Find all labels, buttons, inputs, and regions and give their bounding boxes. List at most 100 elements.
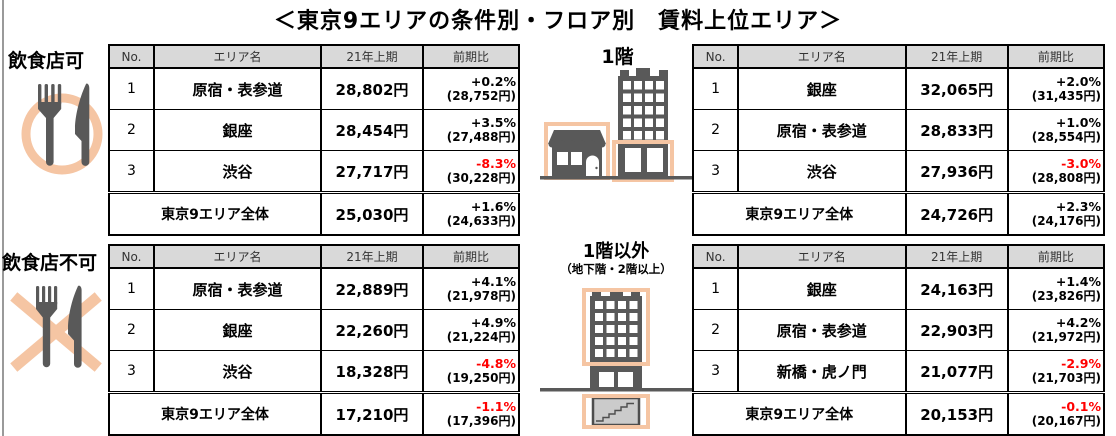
fork-knife-crossed-icon	[8, 282, 104, 382]
table-row: 3 渋谷 27,936円 -3.0% (28,808円)	[691, 150, 1106, 193]
change-cell: +1.0% (28,554円)	[1006, 109, 1106, 151]
change-pct: -1.1%	[476, 398, 516, 414]
price-cell: 20,153円	[904, 391, 1009, 436]
change-prev: (21,224円)	[446, 330, 516, 345]
change-prev: (24,176円)	[1031, 214, 1101, 229]
change-pct: +0.2%	[470, 73, 516, 89]
change-cell: +1.6% (24,633円)	[422, 191, 520, 236]
col-header-price: 21年上期	[320, 44, 424, 69]
area-cell: 渋谷	[737, 150, 907, 193]
change-cell: +3.5% (27,488円)	[422, 109, 520, 151]
other-floors-title: 1階以外	[582, 241, 650, 262]
shop-and-building-first-floor-icon	[540, 66, 692, 188]
price-cell: 25,030円	[320, 191, 424, 236]
change-pct: +4.1%	[470, 273, 516, 289]
rank-table-first-floor: No. エリア名 21年上期 前期比 1 銀座 32,065円 +2.0% (3…	[691, 44, 1106, 236]
change-pct: +3.5%	[470, 114, 516, 130]
change-pct: +4.9%	[470, 314, 516, 330]
area-cell: 原宿・表参道	[153, 268, 322, 310]
rank-cell: 2	[691, 109, 740, 151]
change-pct: -3.0%	[1061, 155, 1101, 171]
col-header-no: No.	[108, 244, 155, 269]
col-header-area: エリア名	[153, 44, 322, 69]
change-prev: (24,633円)	[446, 214, 516, 229]
area-cell: 銀座	[737, 268, 907, 310]
change-cell: +4.1% (21,978円)	[422, 268, 520, 310]
rank-cell: 3	[108, 350, 155, 393]
section-label-other-floors: 1階以外 （地下階・2階以上）	[534, 241, 698, 276]
change-pct: -8.3%	[476, 155, 516, 171]
total-label-cell: 東京9エリア全体	[692, 391, 907, 436]
col-header-change: 前期比	[422, 44, 520, 69]
total-row: 東京9エリア全体 24,726円 +2.3% (24,176円)	[692, 191, 1106, 236]
table-row: 1 原宿・表参道 22,889円 +4.1% (21,978円)	[108, 268, 520, 310]
change-prev: (20,167円)	[1031, 414, 1101, 429]
col-header-no: No.	[691, 244, 740, 269]
building-basement-upper-floors-icon	[540, 288, 692, 434]
col-header-no: No.	[691, 44, 740, 69]
rank-cell: 2	[108, 109, 155, 151]
rank-table-restaurant-ng: No. エリア名 21年上期 前期比 1 原宿・表参道 22,889円 +4.1…	[108, 244, 520, 436]
price-cell: 28,454円	[320, 109, 424, 151]
area-cell: 原宿・表参道	[737, 309, 907, 351]
change-prev: (30,228円)	[446, 171, 516, 186]
change-prev: (19,250円)	[446, 371, 516, 386]
change-prev: (28,554円)	[1031, 130, 1101, 145]
price-cell: 28,802円	[320, 68, 424, 110]
figure-left-border	[2, 0, 4, 436]
rank-table-other-floors: No. エリア名 21年上期 前期比 1 銀座 24,163円 +1.4% (2…	[691, 244, 1106, 436]
rank-cell: 3	[108, 150, 155, 193]
change-prev: (31,435円)	[1031, 89, 1101, 104]
header-row: No. エリア名 21年上期 前期比	[108, 244, 520, 269]
col-header-change: 前期比	[1006, 244, 1106, 269]
rank-table-restaurant-ok: No. エリア名 21年上期 前期比 1 原宿・表参道 28,802円 +0.2…	[108, 44, 520, 236]
change-cell: -8.3% (30,228円)	[422, 150, 520, 193]
change-pct: +2.0%	[1055, 73, 1101, 89]
table-row: 3 新橋・虎ノ門 21,077円 -2.9% (21,703円)	[691, 350, 1106, 393]
header-row: No. エリア名 21年上期 前期比	[108, 44, 520, 69]
area-cell: 新橋・虎ノ門	[737, 350, 907, 393]
total-row: 東京9エリア全体 17,210円 -1.1% (17,396円)	[108, 391, 520, 436]
area-cell: 原宿・表参道	[737, 109, 907, 151]
total-row: 東京9エリア全体 25,030円 +1.6% (24,633円)	[108, 191, 520, 236]
change-pct: +1.0%	[1055, 114, 1101, 130]
section-label-restaurant-ok: 飲食店可	[8, 50, 85, 72]
change-pct: +2.3%	[1055, 198, 1101, 214]
change-cell: +2.0% (31,435円)	[1006, 68, 1106, 110]
price-cell: 24,163円	[904, 268, 1009, 310]
area-cell: 渋谷	[153, 350, 322, 393]
change-prev: (21,703円)	[1031, 371, 1101, 386]
rank-cell: 2	[108, 309, 155, 351]
change-cell: +4.2% (21,972円)	[1006, 309, 1106, 351]
total-row: 東京9エリア全体 20,153円 -0.1% (20,167円)	[692, 391, 1106, 436]
table-row: 1 銀座 24,163円 +1.4% (23,826円)	[691, 268, 1106, 310]
table-row: 1 原宿・表参道 28,802円 +0.2% (28,752円)	[108, 68, 520, 110]
rank-cell: 1	[108, 68, 155, 110]
change-cell: -3.0% (28,808円)	[1006, 150, 1106, 193]
price-cell: 28,833円	[904, 109, 1009, 151]
price-cell: 32,065円	[904, 68, 1009, 110]
change-prev: (17,396円)	[446, 414, 516, 429]
price-cell: 21,077円	[904, 350, 1009, 393]
area-cell: 銀座	[153, 109, 322, 151]
header-row: No. エリア名 21年上期 前期比	[691, 44, 1106, 69]
rank-cell: 3	[691, 150, 740, 193]
change-cell: +2.3% (24,176円)	[1006, 191, 1106, 236]
col-header-change: 前期比	[422, 244, 520, 269]
other-floors-subtitle: （地下階・2階以上）	[560, 261, 672, 276]
change-prev: (21,972円)	[1031, 330, 1101, 345]
change-pct: +4.2%	[1055, 314, 1101, 330]
change-cell: +0.2% (28,752円)	[422, 68, 520, 110]
area-cell: 渋谷	[153, 150, 322, 193]
table-row: 3 渋谷 27,717円 -8.3% (30,228円)	[108, 150, 520, 193]
price-cell: 22,889円	[320, 268, 424, 310]
rank-cell: 1	[691, 68, 740, 110]
change-cell: -2.9% (21,703円)	[1006, 350, 1106, 393]
change-pct: +1.6%	[470, 198, 516, 214]
figure-title: ＜東京9エリアの条件別・フロア別 賃料上位エリア＞	[273, 9, 843, 34]
table-row: 3 渋谷 18,328円 -4.8% (19,250円)	[108, 350, 520, 393]
change-cell: -4.8% (19,250円)	[422, 350, 520, 393]
change-prev: (21,978円)	[446, 289, 516, 304]
rank-cell: 2	[691, 309, 740, 351]
